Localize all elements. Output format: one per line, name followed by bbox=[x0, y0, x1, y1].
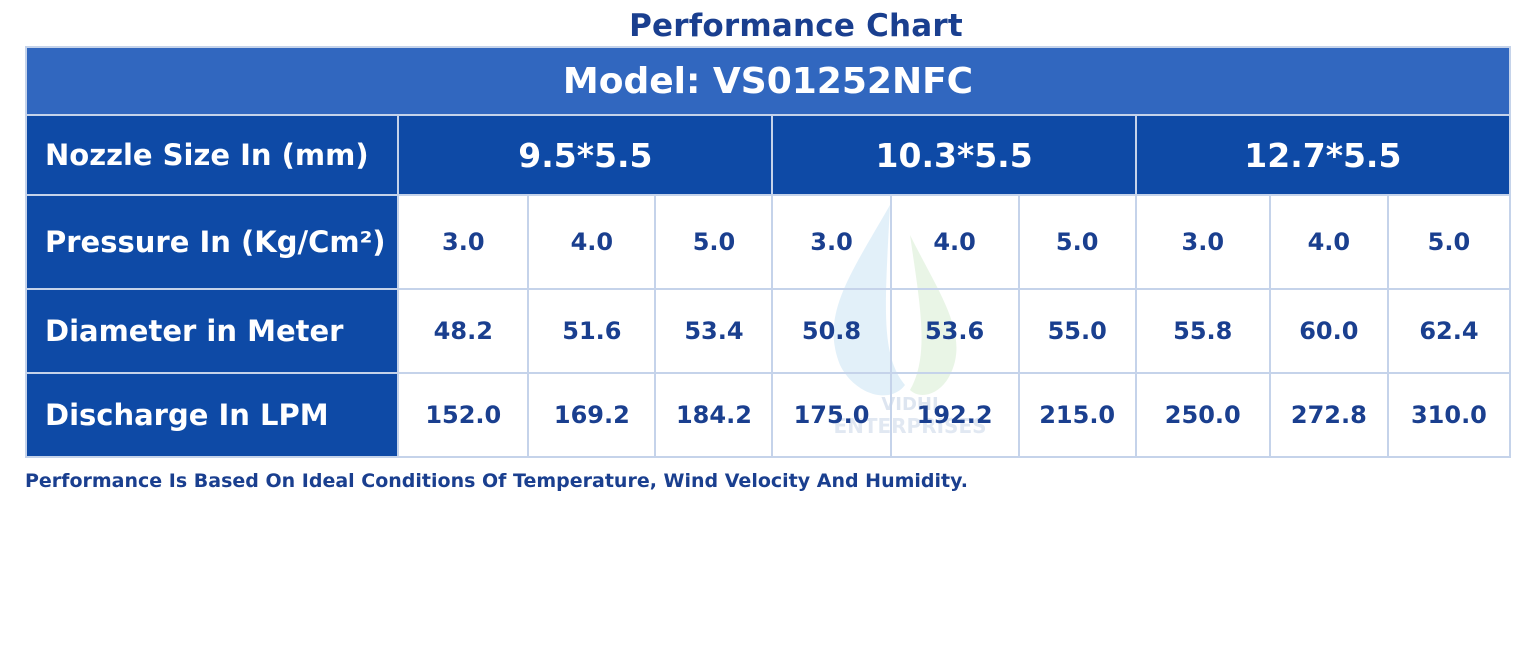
nozzle-size-label: Nozzle Size In (mm) bbox=[24, 114, 400, 196]
discharge-cell: 169.2 bbox=[527, 372, 657, 458]
discharge-cell: 250.0 bbox=[1134, 372, 1271, 458]
diameter-label: Diameter in Meter bbox=[24, 288, 400, 374]
model-name: Model: VS01252NFC bbox=[25, 46, 1511, 116]
pressure-row: Pressure In (Kg/Cm²) 3.0 4.0 5.0 3.0 4.0… bbox=[24, 194, 1512, 290]
pressure-label: Pressure In (Kg/Cm²) bbox=[24, 194, 400, 290]
discharge-row: Discharge In LPM 152.0 169.2 184.2 175.0… bbox=[24, 372, 1512, 458]
pressure-cell: 3.0 bbox=[397, 194, 530, 290]
discharge-cell: 152.0 bbox=[397, 372, 530, 458]
pressure-cell: 3.0 bbox=[1134, 194, 1271, 290]
pressure-cell: 3.0 bbox=[771, 194, 892, 290]
diameter-cell: 60.0 bbox=[1268, 288, 1389, 374]
diameter-cell: 51.6 bbox=[527, 288, 657, 374]
discharge-cell: 310.0 bbox=[1386, 372, 1512, 458]
pressure-cell: 4.0 bbox=[527, 194, 657, 290]
discharge-cell: 175.0 bbox=[771, 372, 892, 458]
pressure-cell: 5.0 bbox=[1017, 194, 1137, 290]
discharge-cell: 184.2 bbox=[654, 372, 774, 458]
diameter-cell: 62.4 bbox=[1386, 288, 1512, 374]
pressure-cell: 4.0 bbox=[1268, 194, 1389, 290]
diameter-cell: 50.8 bbox=[771, 288, 892, 374]
diameter-cell: 55.8 bbox=[1134, 288, 1271, 374]
model-row: Model: VS01252NFC bbox=[25, 46, 1511, 116]
diameter-cell: 55.0 bbox=[1017, 288, 1137, 374]
diameter-cell: 53.4 bbox=[654, 288, 774, 374]
diameter-cell: 48.2 bbox=[397, 288, 530, 374]
pressure-cell: 5.0 bbox=[1386, 194, 1512, 290]
chart-title: Performance Chart bbox=[629, 8, 963, 44]
performance-table: Model: VS01252NFC Nozzle Size In (mm) 9.… bbox=[24, 46, 1512, 458]
nozzle-row: Nozzle Size In (mm) 9.5*5.5 10.3*5.5 12.… bbox=[24, 114, 1512, 196]
nozzle-size-1: 9.5*5.5 bbox=[397, 114, 774, 196]
discharge-cell: 192.2 bbox=[889, 372, 1020, 458]
diameter-row: Diameter in Meter 48.2 51.6 53.4 50.8 53… bbox=[24, 288, 1512, 374]
discharge-label: Discharge In LPM bbox=[24, 372, 400, 458]
footnote: Performance Is Based On Ideal Conditions… bbox=[25, 470, 968, 492]
nozzle-size-2: 10.3*5.5 bbox=[771, 114, 1137, 196]
discharge-cell: 215.0 bbox=[1017, 372, 1137, 458]
diameter-cell: 53.6 bbox=[889, 288, 1020, 374]
nozzle-size-3: 12.7*5.5 bbox=[1134, 114, 1512, 196]
pressure-cell: 5.0 bbox=[654, 194, 774, 290]
pressure-cell: 4.0 bbox=[889, 194, 1020, 290]
discharge-cell: 272.8 bbox=[1268, 372, 1389, 458]
